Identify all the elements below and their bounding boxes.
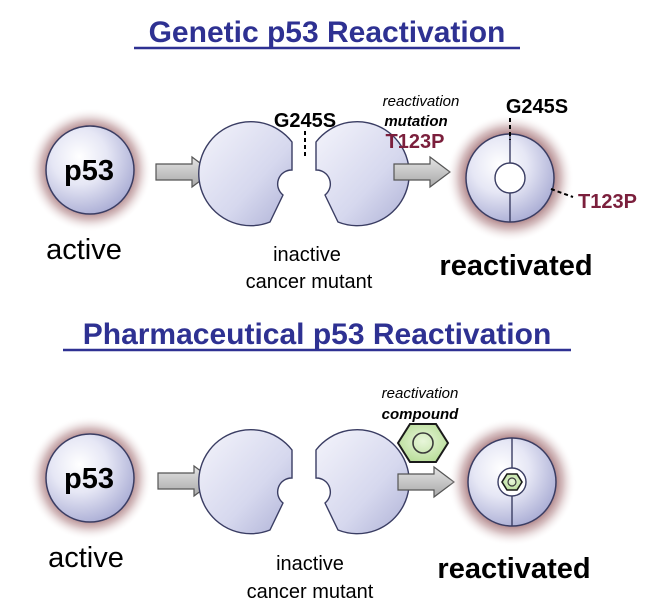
mutant-left-half: [198, 428, 293, 535]
active-label: active: [46, 234, 122, 266]
mutant-left-half: [198, 120, 293, 227]
genetic-section: Genetic p53 Reactivation p53 active G245…: [28, 16, 637, 293]
rescue-marker: [550, 188, 574, 198]
active-protein: [45, 433, 135, 523]
protein-label: p53: [64, 155, 114, 187]
bound-compound-icon: [501, 473, 523, 491]
protein-label: p53: [64, 463, 114, 495]
compound-ring: [412, 432, 434, 454]
arrow-right-icon: [397, 465, 455, 499]
mutant-label-line1: inactive: [273, 244, 341, 266]
mutant-label-line2: cancer mutant: [247, 581, 374, 603]
reactivation-label-line1: reactivation: [382, 385, 459, 402]
reactivated-rescue-label: T123P: [578, 191, 637, 213]
binding-pocket: [494, 162, 526, 194]
active-protein: [45, 125, 135, 215]
mutant-label-line2: cancer mutant: [246, 271, 373, 293]
inactive-mutant: [198, 428, 410, 535]
inactive-mutant: [198, 120, 410, 227]
reactivation-label-line1: reactivation: [383, 93, 460, 110]
section-title: Pharmaceutical p53 Reactivation: [83, 318, 552, 351]
reactivation-label-line2: compound: [382, 406, 459, 423]
pharmaceutical-section: Pharmaceutical p53 Reactivation p53 acti…: [28, 318, 591, 603]
section-title: Genetic p53 Reactivation: [149, 16, 506, 49]
mutant-right-half: [315, 428, 410, 535]
compound-hexagon-icon: [396, 423, 450, 463]
mutant-label-line1: inactive: [276, 553, 344, 575]
rescue-mutation-label: T123P: [386, 131, 445, 153]
active-label: active: [48, 542, 124, 574]
reactivated-mutation-label: G245S: [506, 96, 568, 118]
bound-compound-ring: [507, 477, 517, 487]
mutant-right-half: [315, 120, 410, 227]
reactivated-label: reactivated: [439, 250, 592, 282]
arrow-right-icon: [393, 155, 451, 189]
mutation-label: G245S: [274, 110, 336, 132]
reactivated-label: reactivated: [437, 553, 590, 585]
reactivation-label-line2: mutation: [384, 113, 447, 130]
